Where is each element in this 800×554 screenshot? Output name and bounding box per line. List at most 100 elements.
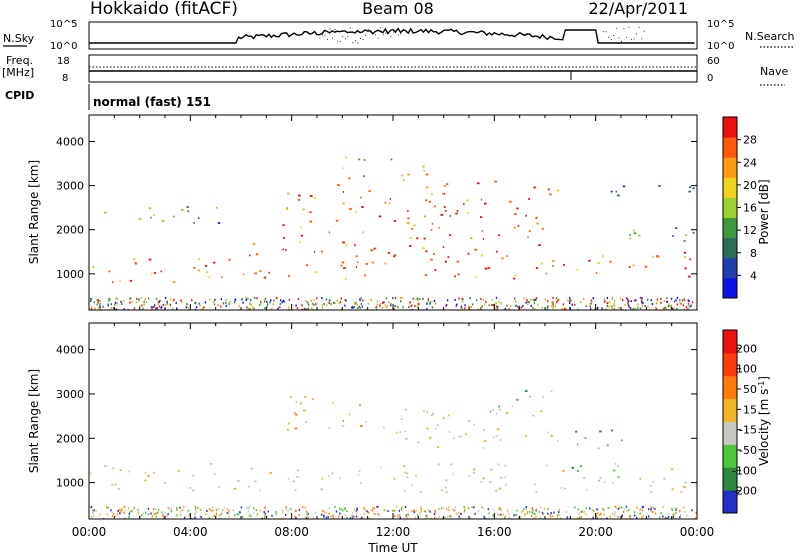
freq-panel-frame (88, 54, 698, 83)
echo-cell (164, 297, 167, 299)
echo-cell (234, 514, 236, 517)
echo-cell (218, 517, 220, 519)
echo-cell (387, 252, 390, 254)
echo-cell (415, 474, 417, 477)
colorbar-segment (723, 375, 737, 400)
echo-cell (509, 305, 512, 308)
echo-cell (518, 305, 521, 308)
echo-cell (169, 298, 172, 301)
echo-cell (97, 299, 100, 302)
echo-cell (92, 266, 95, 268)
echo-cell (228, 303, 230, 306)
echo-cell (288, 298, 291, 301)
echo-cell (672, 235, 674, 237)
echo-cell (468, 305, 470, 308)
echo-cell (438, 227, 440, 229)
echo-cell (480, 216, 483, 218)
echo-cell (446, 183, 449, 185)
echo-cell (567, 299, 569, 302)
echo-cell (107, 304, 109, 307)
echo-cell (419, 511, 421, 514)
echo-cell (298, 513, 300, 516)
echo-cell (416, 306, 419, 308)
echo-cell (167, 513, 169, 516)
echo-cell (688, 305, 690, 308)
echo-cell (601, 308, 604, 310)
echo-cell (419, 505, 422, 508)
echo-cell (676, 303, 678, 306)
echo-cell (499, 506, 501, 509)
echo-cell (343, 267, 346, 269)
echo-cell (293, 412, 296, 414)
echo-cell (300, 402, 302, 405)
echo-cell (662, 308, 664, 310)
echo-cell (488, 517, 490, 519)
echo-cell (499, 476, 503, 479)
echo-cell (215, 514, 217, 517)
echo-cell (420, 491, 422, 493)
echo-cell (650, 508, 652, 511)
echo-cell (598, 479, 600, 482)
echo-cell (552, 300, 554, 303)
echo-cell (657, 255, 660, 258)
echo-cell (400, 418, 403, 421)
echo-cell (93, 514, 95, 517)
echo-cell (271, 308, 273, 310)
echo-cell (138, 298, 140, 301)
x-tick-label: 08:00 (274, 525, 309, 539)
echo-cell (112, 281, 114, 284)
echo-cell (342, 191, 344, 193)
echo-cell (679, 510, 681, 513)
echo-cell (574, 506, 576, 509)
echo-cell (526, 299, 528, 301)
echo-cell (464, 304, 466, 307)
echo-cell (556, 189, 560, 192)
echo-cell (547, 305, 549, 308)
echo-cell (625, 297, 628, 300)
beam-label: Beam 08 (362, 0, 434, 18)
echo-cell (562, 469, 565, 472)
echo-cell (635, 516, 638, 519)
echo-cell (361, 305, 363, 308)
echo-cell (501, 257, 504, 260)
echo-cell (325, 515, 328, 518)
echo-cell (313, 298, 315, 301)
echo-cell (358, 305, 360, 308)
echo-cell (407, 513, 409, 516)
echo-cell (580, 301, 582, 304)
echo-cell (384, 304, 386, 307)
echo-cell (320, 513, 323, 516)
echo-cell (552, 260, 555, 262)
echo-cell (633, 511, 636, 514)
echo-cell (644, 265, 648, 268)
echo-cell (356, 507, 358, 510)
echo-cell (209, 463, 213, 465)
echo-cell (585, 488, 588, 491)
echo-cell (621, 517, 623, 519)
echo-cell (124, 509, 127, 512)
echo-cell (93, 509, 95, 512)
echo-cell (680, 514, 682, 517)
echo-cell (547, 431, 549, 434)
echo-cell (155, 508, 157, 511)
echo-cell (356, 303, 358, 306)
echo-cell (463, 510, 466, 513)
echo-cell (119, 512, 121, 515)
echo-cell (396, 505, 398, 508)
echo-cell (498, 301, 500, 304)
echo-cell (119, 280, 121, 283)
echo-cell (186, 206, 189, 208)
echo-cell (351, 517, 353, 519)
echo-cell (264, 506, 266, 509)
echo-cell (444, 260, 447, 263)
echo-cell (373, 507, 376, 510)
echo-cell (303, 409, 306, 412)
echo-cell (424, 510, 427, 513)
echo-cell (296, 307, 299, 310)
echo-cell (360, 196, 362, 199)
nsky-trace (89, 27, 695, 44)
echo-cell (170, 508, 172, 511)
y-tick-label: 3000 (56, 180, 84, 193)
echo-cell (632, 229, 635, 232)
echo-cell (214, 298, 216, 301)
